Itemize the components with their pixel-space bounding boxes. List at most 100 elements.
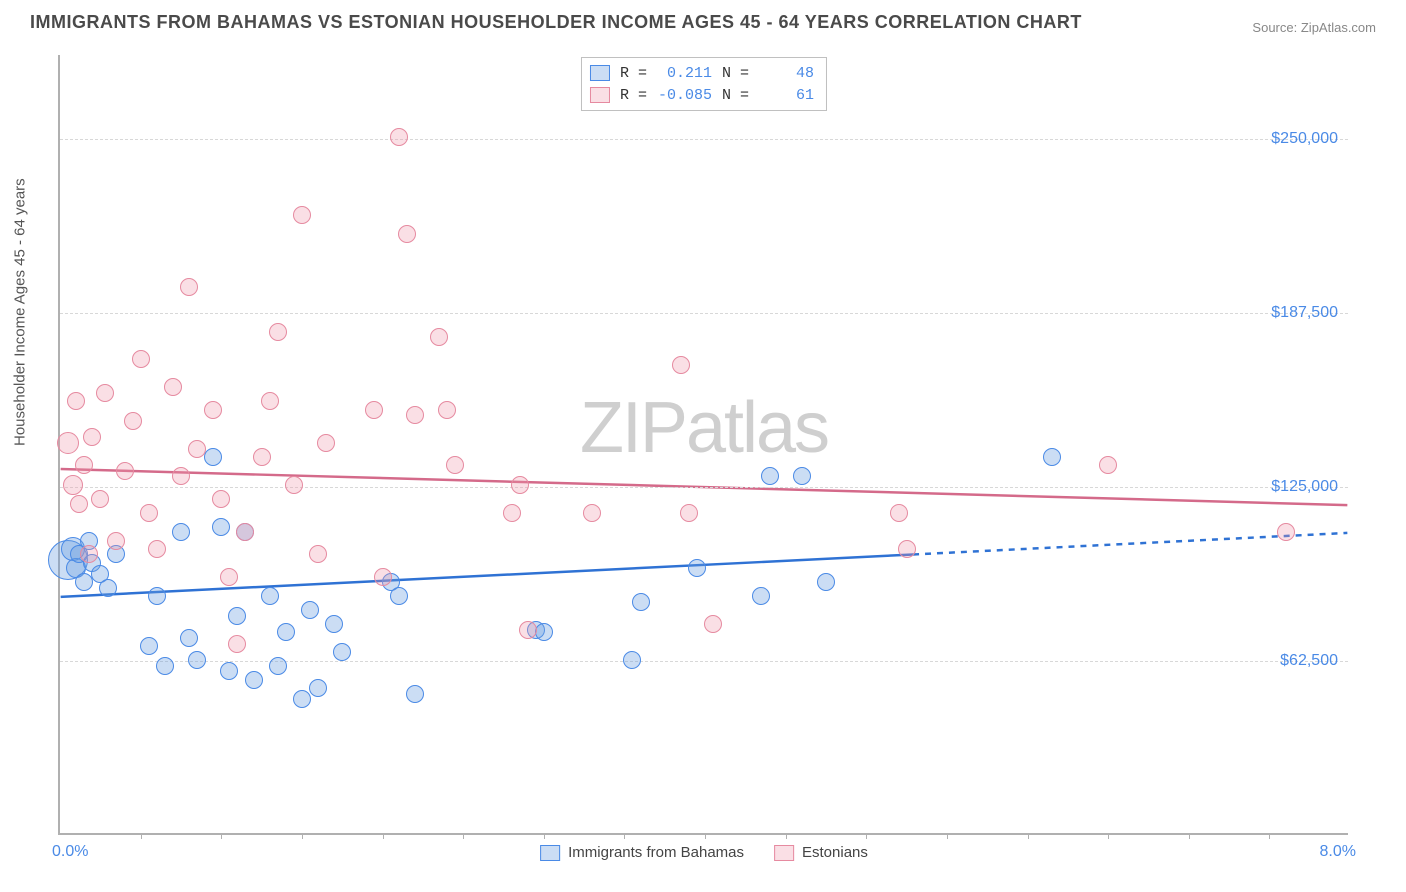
scatter-point bbox=[688, 559, 706, 577]
scatter-point bbox=[228, 635, 246, 653]
scatter-point bbox=[623, 651, 641, 669]
scatter-point bbox=[188, 440, 206, 458]
x-tick bbox=[221, 833, 222, 839]
x-tick bbox=[1108, 833, 1109, 839]
scatter-point bbox=[704, 615, 722, 633]
scatter-point bbox=[535, 623, 553, 641]
scatter-point bbox=[204, 448, 222, 466]
scatter-point bbox=[91, 490, 109, 508]
scatter-point bbox=[75, 573, 93, 591]
scatter-point bbox=[898, 540, 916, 558]
scatter-point bbox=[261, 587, 279, 605]
x-tick bbox=[463, 833, 464, 839]
scatter-point bbox=[519, 621, 537, 639]
series-legend: Immigrants from Bahamas Estonians bbox=[540, 844, 868, 861]
scatter-point bbox=[390, 128, 408, 146]
scatter-point bbox=[309, 545, 327, 563]
scatter-point bbox=[269, 323, 287, 341]
scatter-point bbox=[752, 587, 770, 605]
scatter-point bbox=[285, 476, 303, 494]
scatter-point bbox=[680, 504, 698, 522]
scatter-point bbox=[317, 434, 335, 452]
y-axis-label: Householder Income Ages 45 - 64 years bbox=[12, 178, 29, 446]
scatter-point bbox=[583, 504, 601, 522]
scatter-point bbox=[212, 490, 230, 508]
scatter-point bbox=[365, 401, 383, 419]
scatter-point bbox=[148, 587, 166, 605]
gridline bbox=[60, 487, 1348, 488]
gridline bbox=[60, 139, 1348, 140]
scatter-point bbox=[406, 406, 424, 424]
scatter-point bbox=[890, 504, 908, 522]
scatter-point bbox=[761, 467, 779, 485]
x-tick bbox=[544, 833, 545, 839]
scatter-point bbox=[390, 587, 408, 605]
scatter-point bbox=[156, 657, 174, 675]
scatter-point bbox=[99, 579, 117, 597]
scatter-point bbox=[180, 278, 198, 296]
scatter-point bbox=[180, 629, 198, 647]
x-tick bbox=[624, 833, 625, 839]
scatter-point bbox=[67, 392, 85, 410]
scatter-point bbox=[446, 456, 464, 474]
scatter-point bbox=[75, 456, 93, 474]
x-tick bbox=[302, 833, 303, 839]
scatter-point bbox=[793, 467, 811, 485]
scatter-point bbox=[293, 690, 311, 708]
scatter-point bbox=[430, 328, 448, 346]
scatter-point bbox=[70, 495, 88, 513]
trend-lines-layer bbox=[60, 55, 1348, 833]
scatter-point bbox=[503, 504, 521, 522]
scatter-point bbox=[63, 475, 83, 495]
scatter-point bbox=[172, 523, 190, 541]
scatter-point bbox=[309, 679, 327, 697]
swatch-pink-icon bbox=[774, 845, 794, 861]
x-max-label: 8.0% bbox=[1320, 843, 1356, 861]
scatter-point bbox=[212, 518, 230, 536]
scatter-point bbox=[140, 504, 158, 522]
scatter-point bbox=[236, 523, 254, 541]
gridline bbox=[60, 313, 1348, 314]
scatter-point bbox=[511, 476, 529, 494]
scatter-point bbox=[333, 643, 351, 661]
legend-item-pink: Estonians bbox=[774, 844, 868, 861]
scatter-point bbox=[374, 568, 392, 586]
scatter-point bbox=[253, 448, 271, 466]
scatter-point bbox=[107, 532, 125, 550]
scatter-point bbox=[277, 623, 295, 641]
scatter-point bbox=[672, 356, 690, 374]
scatter-point bbox=[148, 540, 166, 558]
scatter-point bbox=[1277, 523, 1295, 541]
scatter-point bbox=[632, 593, 650, 611]
scatter-point bbox=[1043, 448, 1061, 466]
scatter-point bbox=[325, 615, 343, 633]
scatter-point bbox=[398, 225, 416, 243]
scatter-point bbox=[140, 637, 158, 655]
scatter-point bbox=[220, 662, 238, 680]
gridline bbox=[60, 661, 1348, 662]
scatter-point bbox=[438, 401, 456, 419]
legend-label-pink: Estonians bbox=[802, 844, 868, 861]
x-tick bbox=[141, 833, 142, 839]
scatter-point bbox=[172, 467, 190, 485]
source-label: Source: bbox=[1252, 20, 1297, 35]
scatter-point bbox=[220, 568, 238, 586]
chart-title: IMMIGRANTS FROM BAHAMAS VS ESTONIAN HOUS… bbox=[30, 12, 1082, 33]
scatter-point bbox=[817, 573, 835, 591]
scatter-point bbox=[132, 350, 150, 368]
scatter-point bbox=[204, 401, 222, 419]
scatter-point bbox=[188, 651, 206, 669]
scatter-point bbox=[164, 378, 182, 396]
x-tick bbox=[705, 833, 706, 839]
scatter-point bbox=[57, 432, 79, 454]
source-attribution: Source: ZipAtlas.com bbox=[1252, 20, 1376, 35]
trend-line bbox=[61, 554, 913, 596]
legend-label-blue: Immigrants from Bahamas bbox=[568, 844, 744, 861]
x-tick bbox=[1028, 833, 1029, 839]
scatter-point bbox=[116, 462, 134, 480]
y-tick-label: $187,500 bbox=[1271, 304, 1338, 322]
x-tick bbox=[786, 833, 787, 839]
y-tick-label: $62,500 bbox=[1280, 652, 1338, 670]
scatter-point bbox=[406, 685, 424, 703]
x-tick bbox=[1189, 833, 1190, 839]
